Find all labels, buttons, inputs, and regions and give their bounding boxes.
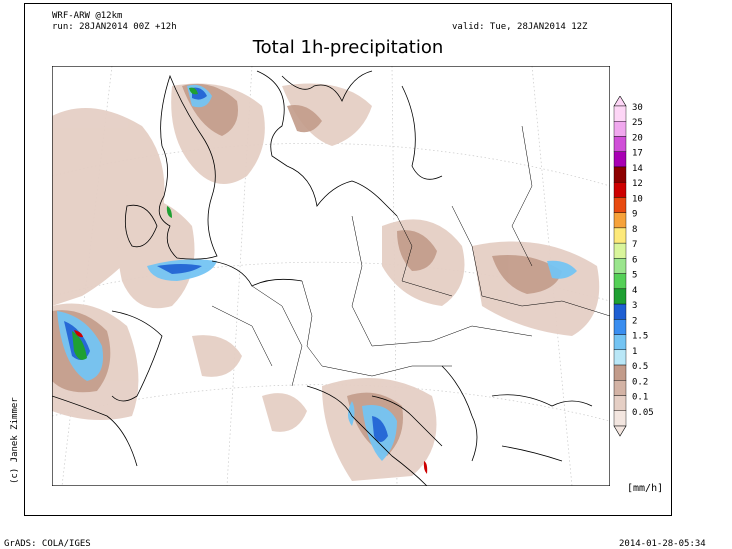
colorbar-tick-label: 6	[632, 255, 637, 265]
colorbar-tick-label: 0.5	[632, 362, 648, 372]
colorbar-tick-label: 3	[632, 301, 637, 311]
colorbar-arrow-bottom	[613, 425, 627, 437]
colorbar-swatch	[613, 136, 627, 152]
colorbar-swatch	[613, 121, 627, 137]
country-borders	[211, 125, 610, 387]
colorbar-tick-label: 17	[632, 149, 643, 159]
colorbar-swatch	[613, 212, 627, 229]
colorbar-swatch	[613, 349, 627, 366]
colorbar-swatch	[613, 151, 627, 168]
colorbar-swatch	[613, 303, 627, 320]
colorbar-swatch	[613, 334, 627, 351]
colorbar-tick-label: 0.1	[632, 393, 648, 403]
colorbar-tick-label: 2	[632, 316, 637, 326]
colorbar-tick-label: 25	[632, 118, 643, 128]
precip-peak	[74, 330, 428, 474]
colorbar-swatch	[613, 395, 627, 411]
colorbar-tick-label: 7	[632, 240, 637, 250]
credit-label: (c) Janek Zimmer	[10, 397, 20, 484]
unit-label: [mm/h]	[627, 483, 664, 494]
model-label: WRF-ARW @12km	[52, 11, 123, 21]
colorbar-swatch	[613, 319, 627, 335]
colorbar-tick-label: 12	[632, 179, 643, 189]
coastlines	[52, 70, 593, 486]
colorbar-swatch	[613, 242, 627, 259]
valid-label: valid: Tue, 28JAN2014 12Z	[452, 22, 588, 32]
colorbar: 30 25 20 17 14 12 10 9 8 7 6 5 4 3 2 1.5 1 0.5 0.2 0.1 0.05	[613, 96, 654, 437]
colorbar-tick-label: 0.05	[632, 408, 654, 418]
precipitation-map	[52, 66, 610, 486]
colorbar-tick-label: 0.2	[632, 377, 648, 387]
run-label: run: 28JAN2014 00Z +12h	[52, 22, 177, 32]
colorbar-tick-label: 10	[632, 194, 643, 204]
colorbar-swatch	[613, 197, 627, 213]
footer-left: GrADS: COLA/IGES	[4, 539, 91, 549]
colorbar-tick-label: 1.5	[632, 332, 648, 342]
colorbar-arrow-top	[613, 96, 627, 107]
colorbar-tick-label: 1	[632, 347, 637, 357]
colorbar-swatch	[613, 227, 627, 244]
plot-frame	[24, 3, 672, 516]
colorbar-swatch	[613, 288, 627, 305]
colorbar-tick-label: 9	[632, 210, 637, 220]
colorbar-tick-label: 30	[632, 103, 643, 113]
colorbar-tick-label: 8	[632, 225, 637, 235]
precip-extreme	[72, 87, 198, 360]
colorbar-swatch	[613, 410, 627, 427]
colorbar-tick-label: 4	[632, 286, 637, 296]
footer-right: 2014-01-28-05:34	[619, 539, 706, 549]
colorbar-tick-label: 14	[632, 164, 643, 174]
colorbar-tick-label: 5	[632, 271, 637, 281]
colorbar-swatch	[613, 166, 627, 183]
colorbar-tick-label: 20	[632, 133, 643, 143]
map-title: Total 1h-precipitation	[252, 37, 444, 58]
colorbar-swatch	[613, 181, 627, 198]
colorbar-swatch	[613, 105, 627, 122]
colorbar-swatch	[613, 364, 627, 381]
colorbar-swatch	[613, 380, 627, 396]
colorbar-swatch	[613, 273, 627, 290]
colorbar-swatch	[613, 258, 627, 274]
